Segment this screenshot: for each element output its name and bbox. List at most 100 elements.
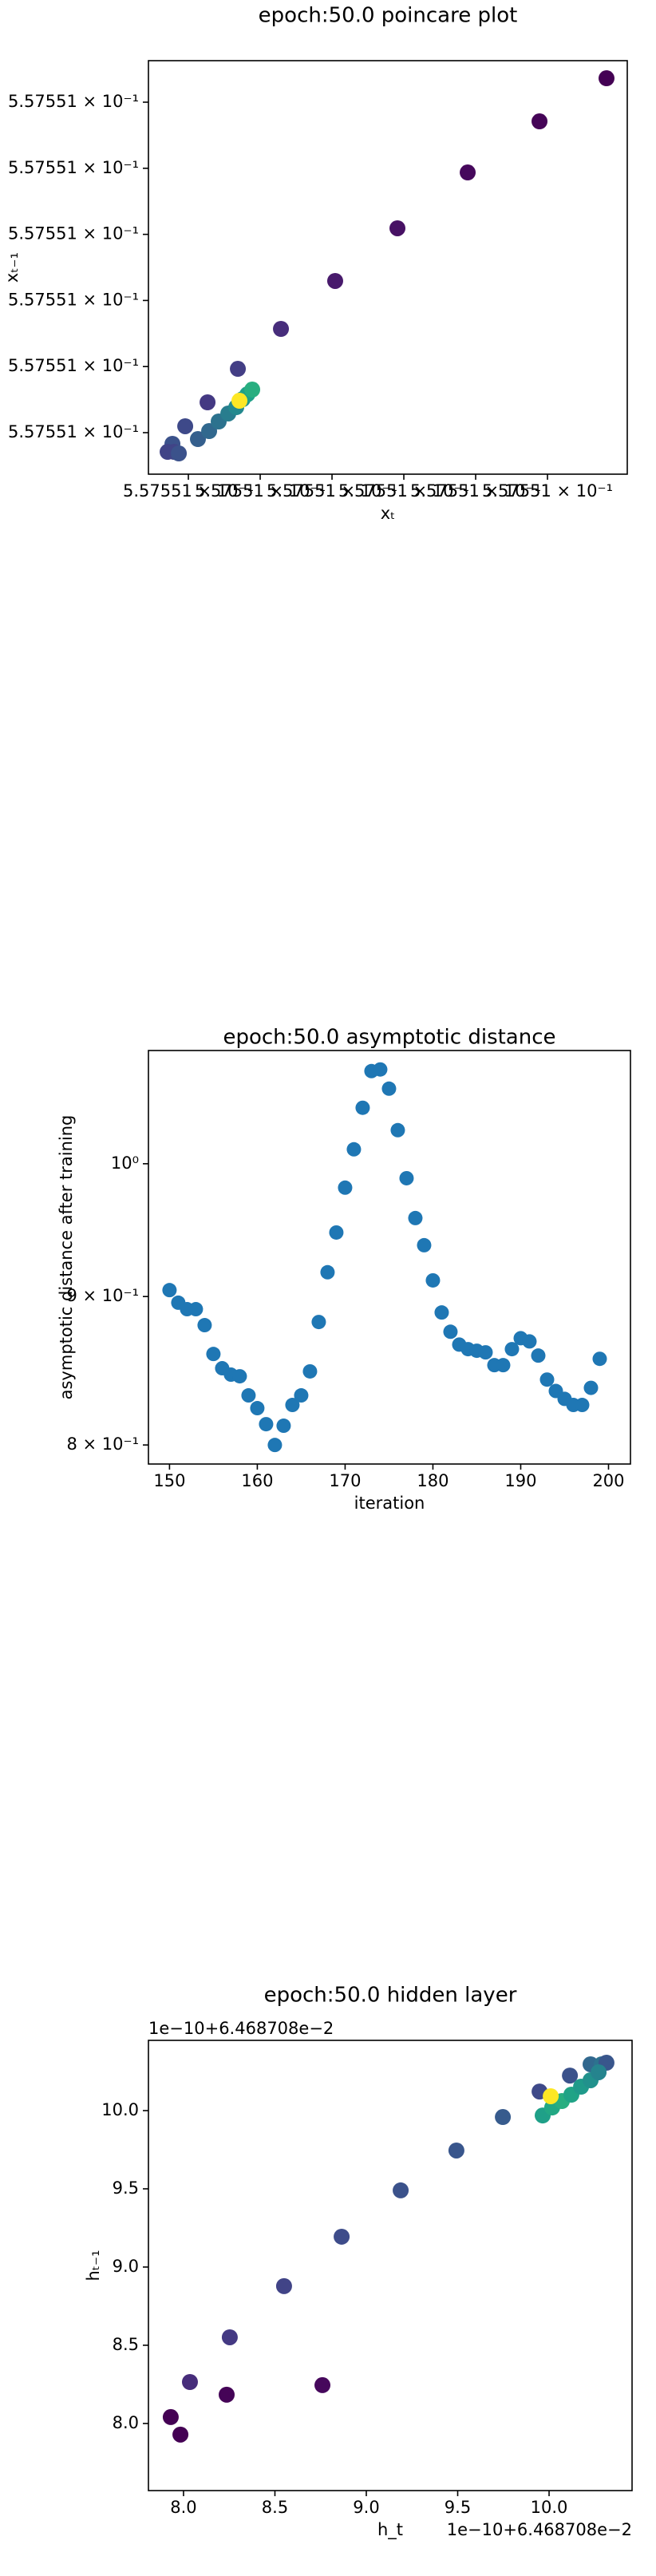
point	[311, 1315, 326, 1330]
x-tick-label: 9.0	[353, 2498, 379, 2517]
y-tick-label: 9 × 10⁻¹	[66, 1286, 139, 1305]
x-tick-label: 190	[504, 1471, 536, 1490]
x-tick-label: 5.57551 × 10⁻¹	[338, 481, 469, 501]
y-tick-label: 5.57551 × 10⁻¹	[8, 290, 139, 309]
y-tick-label: 10⁰	[111, 1153, 139, 1173]
point	[592, 1351, 607, 1367]
x-tick-label: 160	[241, 1471, 273, 1490]
point	[531, 1348, 546, 1363]
point	[338, 1180, 353, 1195]
point	[188, 1302, 204, 1317]
point	[326, 272, 343, 289]
point	[425, 1272, 441, 1288]
x-tick-label: 10.0	[531, 2498, 568, 2517]
y-tick-label: 5.57551 × 10⁻¹	[8, 158, 139, 177]
point	[162, 2408, 179, 2425]
point	[504, 1342, 520, 1357]
point	[539, 1372, 555, 1387]
x-tick-label: 170	[329, 1471, 361, 1490]
point	[314, 2376, 331, 2393]
point	[495, 2109, 512, 2126]
point	[329, 1225, 344, 1240]
chart-title: epoch:50.0 poincare plot	[259, 4, 518, 28]
y-offset-text: 1e−10+6.468708e−2	[148, 2019, 334, 2038]
x-tick-label: 150	[153, 1471, 185, 1490]
point	[598, 70, 615, 87]
point	[373, 1062, 388, 1077]
y-tick-label: 8 × 10⁻¹	[66, 1434, 139, 1454]
point	[434, 1305, 449, 1320]
point	[276, 1419, 291, 1434]
point	[496, 1358, 511, 1373]
x-offset-text: 1e−10+6.468708e−2	[447, 2520, 632, 2539]
point	[399, 1170, 414, 1185]
point	[389, 220, 406, 236]
x-tick-label: 8.5	[262, 2498, 288, 2517]
point	[417, 1237, 432, 1252]
x-tick-label: 5.57551 × 10⁻¹	[267, 481, 397, 501]
x-axis-label: xₜ	[381, 504, 396, 523]
plot-frame	[148, 60, 628, 475]
x-tick-label: 5.57551 × 10⁻¹	[195, 481, 326, 501]
y-tick-label: 8.5	[113, 2335, 139, 2354]
point	[575, 1398, 590, 1413]
point	[230, 361, 247, 378]
point	[591, 2064, 607, 2080]
point	[562, 2068, 579, 2084]
point	[543, 2087, 559, 2104]
point	[241, 1388, 256, 1403]
y-tick-label: 5.57551 × 10⁻¹	[8, 422, 139, 441]
point	[181, 2373, 198, 2390]
point	[177, 417, 194, 434]
point	[302, 1363, 318, 1379]
x-axis-label: iteration	[354, 1494, 425, 1513]
y-tick-label: 5.57551 × 10⁻¹	[8, 92, 139, 111]
x-axis-label: h_t	[377, 2520, 403, 2540]
plot-frame	[148, 2040, 633, 2491]
point	[478, 1345, 493, 1360]
y-tick-label: 10.0	[101, 2100, 139, 2119]
point	[172, 2426, 189, 2443]
point	[346, 1142, 362, 1157]
point	[221, 2329, 238, 2345]
y-axis-label: hₜ₋₁	[84, 2250, 103, 2281]
point	[460, 164, 476, 181]
x-tick-label: 8.0	[170, 2498, 196, 2517]
point	[219, 2386, 235, 2403]
point	[448, 2142, 464, 2159]
chart-title: epoch:50.0 hidden layer	[264, 1984, 517, 2008]
x-tick-label: 5.57551 × 10⁻¹	[410, 481, 541, 501]
point	[408, 1210, 423, 1225]
point	[267, 1438, 283, 1453]
point	[200, 394, 216, 410]
point	[171, 445, 188, 462]
point	[232, 1369, 247, 1384]
point	[285, 1398, 300, 1413]
y-tick-label: 5.57551 × 10⁻¹	[8, 224, 139, 243]
x-tick-label: 200	[592, 1471, 624, 1490]
point	[250, 1401, 265, 1416]
y-axis-label: xₜ₋₁	[2, 252, 22, 283]
point	[162, 1283, 177, 1298]
x-tick-label: 180	[417, 1471, 449, 1490]
point	[390, 1122, 405, 1138]
point	[197, 1318, 212, 1333]
y-tick-label: 8.0	[113, 2413, 139, 2432]
x-tick-label: 9.5	[445, 2498, 471, 2517]
point	[532, 113, 548, 130]
point	[522, 1334, 537, 1349]
point	[206, 1347, 221, 1362]
y-tick-label: 9.0	[113, 2257, 139, 2276]
y-tick-label: 5.57551 × 10⁻¹	[8, 356, 139, 375]
point	[355, 1100, 370, 1115]
point	[393, 2182, 409, 2198]
point	[334, 2228, 350, 2245]
point	[259, 1417, 274, 1432]
point	[275, 2277, 292, 2294]
point	[231, 393, 248, 410]
y-tick-label: 9.5	[113, 2178, 139, 2198]
point	[320, 1264, 335, 1280]
y-axis-label: asymptotic distance after training	[57, 1115, 76, 1400]
